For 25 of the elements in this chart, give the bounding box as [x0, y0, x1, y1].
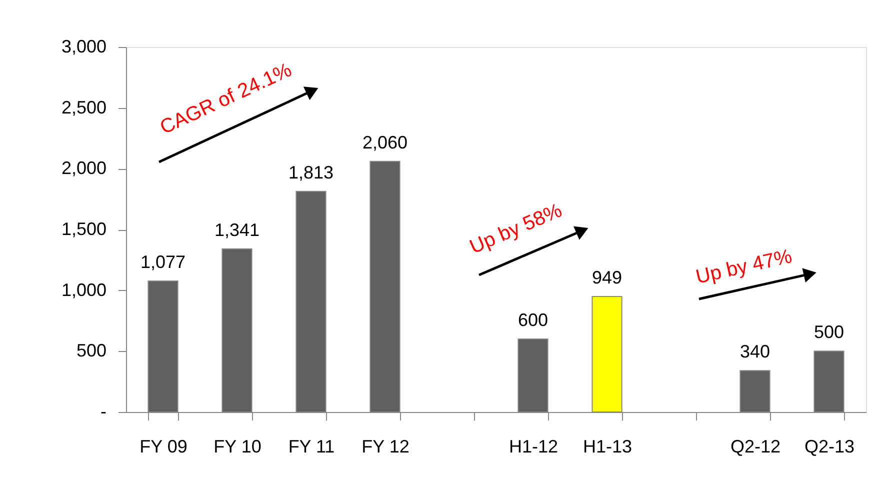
- y-tick-label: -: [100, 402, 106, 422]
- data-label: 1,813: [288, 162, 334, 182]
- y-tick-label: 1,000: [61, 280, 106, 300]
- data-label: 1,077: [140, 252, 186, 272]
- y-tick-label: 1,500: [61, 219, 106, 239]
- data-label: 1,341: [214, 220, 260, 240]
- x-tick-label: FY 10: [214, 436, 262, 456]
- data-label: 500: [814, 322, 844, 342]
- annotation: Up by 58%: [466, 199, 566, 258]
- y-tick-label: 2,500: [61, 97, 106, 118]
- x-tick-label: FY 12: [362, 436, 410, 456]
- data-label: 340: [740, 342, 770, 362]
- data-label: 2,060: [362, 132, 408, 152]
- x-tick-label: H1-13: [582, 436, 632, 456]
- y-tick-label: 3,000: [61, 36, 106, 56]
- y-tick-label: 500: [76, 340, 106, 361]
- x-tick-label: Q2-13: [804, 436, 855, 456]
- annotation: Up by 47%: [694, 245, 794, 289]
- y-tick-label: 2,000: [61, 158, 106, 178]
- x-tick-label: FY 09: [140, 436, 188, 456]
- x-tick-label: FY 11: [288, 436, 335, 456]
- data-label: 949: [592, 268, 622, 288]
- data-label: 600: [518, 310, 548, 330]
- x-tick-label: H1-12: [508, 436, 558, 456]
- x-tick-label: Q2-12: [730, 436, 781, 456]
